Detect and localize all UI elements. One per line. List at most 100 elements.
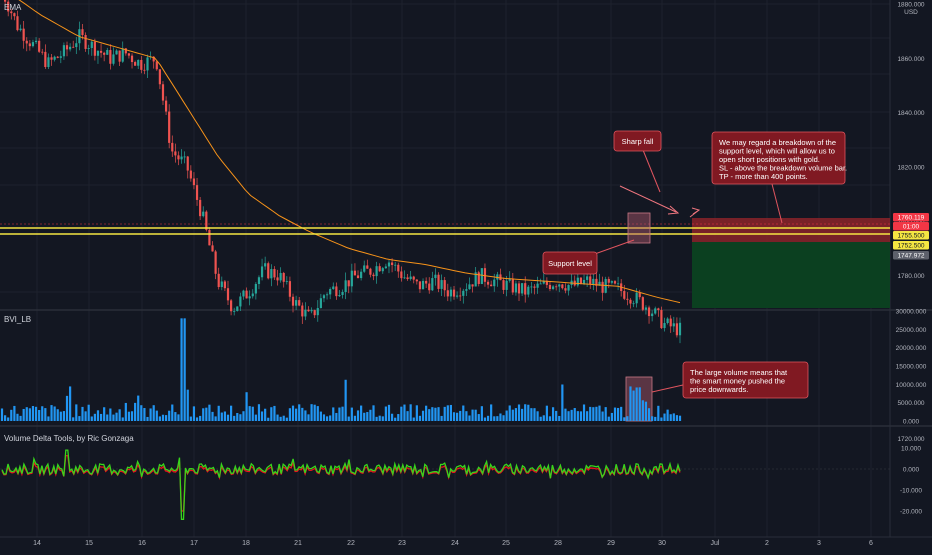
- candle-body-37: [115, 50, 118, 55]
- candle-body-56: [174, 151, 177, 156]
- candle-body-1: [3, 0, 7, 2]
- volume-bar-131: [406, 411, 409, 421]
- date-tick-8: 24: [451, 540, 459, 547]
- volume-bar-192: [595, 406, 598, 421]
- candle-body-187: [579, 277, 583, 284]
- candle-body-149: [462, 290, 465, 296]
- candle-body-123: [381, 268, 384, 272]
- candle-body-154: [477, 272, 480, 284]
- volume-bar-11: [34, 406, 38, 421]
- candle-body-77: [239, 296, 242, 307]
- candle-body-61: [189, 170, 192, 179]
- candle-body-151: [468, 284, 471, 290]
- candle-body-39: [121, 48, 124, 62]
- volume-bar-117: [363, 412, 366, 421]
- volume-tick-4: 10000.000: [896, 382, 927, 389]
- volume-bar-12: [38, 410, 41, 421]
- candle-body-53: [164, 100, 168, 112]
- date-tick-4: 18: [242, 540, 250, 547]
- candle-body-143: [443, 280, 446, 291]
- candle-body-205: [635, 292, 638, 304]
- candle-body-157: [486, 281, 490, 285]
- volume-bar-176: [545, 405, 548, 421]
- volume-bar-109: [338, 407, 341, 421]
- candle-body-166: [514, 283, 518, 293]
- stop-loss-zone[interactable]: [692, 218, 890, 242]
- price-tag-text-4: 1747.972: [897, 252, 924, 259]
- volume-bar-127: [394, 417, 397, 421]
- candle-body-29: [90, 41, 93, 49]
- candle-body-209: [647, 307, 651, 317]
- volume-bar-98: [304, 410, 307, 421]
- candle-body-193: [598, 281, 601, 286]
- volume-bar-106: [329, 415, 332, 421]
- volume-bar-120: [372, 405, 375, 421]
- candle-body-175: [542, 280, 545, 284]
- date-tick-7: 23: [398, 540, 406, 547]
- candle-body-11: [34, 40, 38, 43]
- candle-body-12: [38, 40, 41, 52]
- price-tag-3: [893, 241, 929, 250]
- volume-bar-3: [10, 409, 13, 421]
- volume-bar-142: [440, 415, 443, 421]
- volume-bar-191: [592, 407, 595, 421]
- candle-body-163: [505, 280, 508, 290]
- candle-body-142: [440, 280, 443, 289]
- volume-bar-9: [28, 408, 31, 421]
- delta-tick-3: -20.000: [900, 509, 922, 516]
- currency-label[interactable]: USD: [904, 9, 918, 16]
- volume-bar-107: [332, 407, 335, 421]
- volume-bar-215: [666, 409, 669, 421]
- candle-body-148: [459, 295, 462, 297]
- candle-body-55: [171, 142, 174, 152]
- delta-axis[interactable]: 10.000 0.000 -10.000 -20.000: [900, 446, 922, 516]
- volume-bar-137: [425, 405, 428, 421]
- candle-body-57: [177, 155, 180, 160]
- volume-axis[interactable]: 30000.000 25000.000 20000.000 15000.000 1000…: [896, 309, 927, 426]
- sharp-fall-arrow[interactable]: [619, 185, 677, 213]
- time-axis[interactable]: 14 15 16 17 18 21 22 23 24 25 28 29 30 Jul 2 3 6: [33, 540, 873, 547]
- delta-pane-label[interactable]: Volume Delta Tools, by Ric Gonzaga: [4, 434, 134, 443]
- volume-bar-97: [301, 407, 304, 421]
- volume-bar-16: [50, 405, 53, 421]
- candle-body-214: [663, 323, 666, 329]
- candle-body-28: [87, 48, 90, 49]
- candle-body-85: [264, 263, 267, 267]
- candle-body-165: [511, 278, 514, 293]
- ema-line[interactable]: [2, 0, 681, 304]
- volume-bar-187: [579, 411, 583, 421]
- date-tick-1: 15: [85, 540, 93, 547]
- price-pane-label[interactable]: EMA: [4, 3, 22, 12]
- breakdown-callout[interactable]: [711, 131, 846, 185]
- volume-bar-51: [158, 416, 161, 421]
- large-volume-callout[interactable]: [682, 361, 809, 399]
- candle-body-161: [499, 274, 502, 281]
- volume-bar-7: [22, 408, 25, 421]
- volume-bar-34: [106, 414, 109, 421]
- candle-body-92: [285, 281, 288, 282]
- volume-bar-207: [641, 400, 644, 421]
- volume-bar-208: [644, 401, 648, 421]
- volume-bar-216: [669, 414, 672, 421]
- candle-body-121: [375, 266, 378, 277]
- candle-body-60: [186, 156, 189, 171]
- candle-body-47: [146, 57, 149, 71]
- sharp-fall-callout[interactable]: [613, 130, 662, 152]
- volume-pane-label[interactable]: BVI_LB: [4, 315, 31, 324]
- price-tag-text-3: 1752.500: [897, 242, 924, 249]
- volume-bar-45: [140, 405, 143, 421]
- candle-body-49: [152, 56, 155, 62]
- take-profit-zone[interactable]: [692, 242, 890, 308]
- delta-green-line[interactable]: [1, 449, 681, 521]
- candle-body-34: [106, 50, 109, 55]
- support-level-callout[interactable]: [542, 251, 598, 275]
- candle-body-135: [418, 281, 422, 290]
- candle-body-129: [400, 271, 403, 279]
- volume-bar-43: [134, 402, 137, 421]
- candle-body-64: [199, 199, 202, 217]
- candle-body-114: [353, 270, 357, 276]
- candle-body-168: [521, 283, 524, 294]
- volume-bar-44: [137, 395, 140, 421]
- volume-bar-94: [291, 405, 295, 421]
- breakdown-highlight[interactable]: [627, 212, 651, 244]
